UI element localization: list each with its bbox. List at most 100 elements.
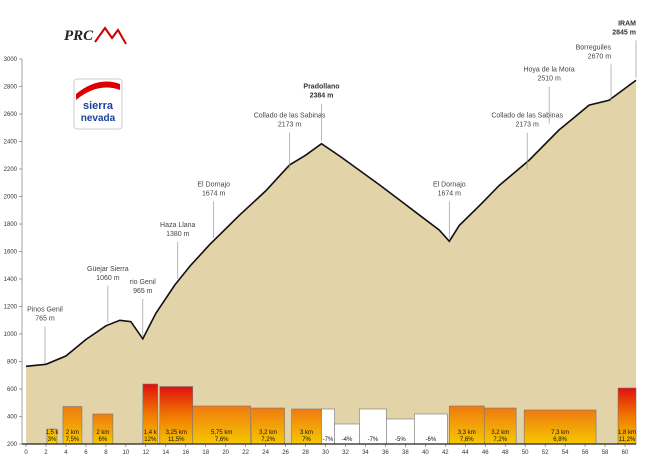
- x-tick-label: 12: [142, 450, 149, 456]
- x-tick-label: 54: [562, 450, 569, 456]
- y-tick-label: 1600: [4, 250, 18, 256]
- segment-gradient: 7,5%: [66, 437, 80, 443]
- y-tick-label: 3000: [4, 57, 18, 63]
- x-tick-label: 8: [104, 450, 108, 456]
- x-tick-label: 30: [322, 450, 329, 456]
- place-elevation: 1674 m: [438, 190, 462, 197]
- place-name: Pinos Genil: [27, 306, 63, 313]
- segment-gradient: 7,6%: [215, 437, 229, 443]
- gradient-segment: [291, 408, 322, 445]
- x-tick-label: 42: [442, 450, 449, 456]
- gradient-segment: [483, 407, 517, 445]
- segment-distance: 3 km: [300, 430, 313, 436]
- place-elevation: 765 m: [35, 315, 55, 322]
- x-tick-label: 24: [262, 450, 269, 456]
- y-tick-label: 600: [7, 387, 18, 393]
- brand-mark: [94, 26, 127, 45]
- x-tick-label: 22: [242, 450, 249, 456]
- x-tick-label: 10: [122, 450, 129, 456]
- x-tick-label: 60: [622, 450, 629, 456]
- segment-distance: 3,3 km: [458, 430, 476, 436]
- segment-distance: 1,5 k: [45, 430, 59, 436]
- segment-gradient: 11,2%: [619, 437, 636, 443]
- segment-distance: 3,25 km: [166, 430, 187, 436]
- y-tick-label: 2600: [4, 112, 18, 118]
- x-tick-label: 32: [342, 450, 349, 456]
- place-name: IRAM: [618, 20, 636, 27]
- segment-gradient: 12%: [144, 437, 157, 443]
- y-tick-label: 2800: [4, 85, 18, 91]
- segment-gradient: 6%: [99, 437, 108, 443]
- place-elevation: 2173 m: [515, 122, 539, 129]
- gradient-segment: [449, 405, 485, 445]
- segment-distance: 3,2 km: [259, 430, 277, 436]
- segment-gradient: -6%: [426, 437, 437, 443]
- segment-gradient: 11,5%: [168, 437, 185, 443]
- segment-gradient: 6,8%: [553, 437, 567, 443]
- segment-distance: 3,2 km: [491, 430, 509, 436]
- x-tick-label: 50: [522, 450, 529, 456]
- place-elevation: 1674 m: [202, 190, 226, 197]
- place-elevation: 2384 m: [310, 93, 334, 100]
- place-elevation: 965 m: [133, 288, 153, 295]
- place-elevation: 2670 m: [588, 53, 612, 60]
- place-name: El Dornajo: [197, 181, 230, 188]
- y-tick-label: 2200: [4, 167, 18, 173]
- place-name: Güejar Sierra: [87, 266, 129, 273]
- x-tick-label: 46: [482, 450, 489, 456]
- x-tick-label: 58: [602, 450, 609, 456]
- gradient-segment: [523, 409, 597, 445]
- segment-gradient: -7%: [368, 437, 379, 443]
- y-tick-label: 1800: [4, 222, 18, 228]
- place-elevation: 2845 m: [612, 29, 636, 36]
- segment-gradient: 7,6%: [460, 437, 474, 443]
- place-elevation: 2173 m: [278, 122, 302, 129]
- place-elevation: 2510 m: [537, 75, 561, 82]
- resort-top: sierra: [83, 100, 114, 112]
- x-tick-label: 6: [84, 450, 88, 456]
- segment-gradient: 3%: [48, 437, 57, 443]
- y-tick-label: 800: [7, 360, 18, 366]
- segment-distance: 2 km: [96, 430, 109, 436]
- x-tick-label: 36: [382, 450, 389, 456]
- y-tick-label: 2400: [4, 140, 18, 146]
- segment-distance: 7,3 km: [551, 430, 569, 436]
- place-name: Haza Llana: [160, 222, 196, 229]
- segment-gradient: -5%: [395, 437, 406, 443]
- resort-bottom: nevada: [81, 113, 116, 124]
- place-name: Collado de las Sabinas: [491, 113, 563, 120]
- y-tick-label: 200: [7, 442, 18, 448]
- place-elevation: 1060 m: [96, 275, 120, 282]
- gradient-segment: [386, 418, 415, 445]
- x-tick-label: 44: [462, 450, 469, 456]
- y-tick-label: 1200: [4, 305, 18, 311]
- y-tick-label: 2000: [4, 195, 18, 201]
- gradient-segment: [251, 407, 285, 445]
- x-tick-label: 14: [162, 450, 169, 456]
- segment-gradient: 7%: [302, 437, 311, 443]
- y-tick-label: 1400: [4, 277, 18, 283]
- x-tick-label: 40: [422, 450, 429, 456]
- logo: PRC sierra nevada: [64, 26, 127, 130]
- segment-distance: 1,8 km: [618, 430, 636, 436]
- place-elevation: 1380 m: [166, 231, 190, 238]
- x-tick-label: 2: [44, 450, 48, 456]
- segment-gradient: 7,2%: [261, 437, 275, 443]
- profile-area: [26, 80, 636, 445]
- segment-distance: 1,4 k: [144, 430, 158, 436]
- gradient-segment: [414, 413, 448, 445]
- x-tick-label: 16: [182, 450, 189, 456]
- x-tick-label: 38: [402, 450, 409, 456]
- segment-gradient: 7,2%: [493, 437, 507, 443]
- place-name: rio Genil: [130, 279, 157, 286]
- x-tick-label: 18: [202, 450, 209, 456]
- x-tick-label: 48: [502, 450, 509, 456]
- place-name: Hoya de la Mora: [523, 66, 574, 73]
- profile-line: [25, 79, 637, 368]
- x-tick-label: 20: [222, 450, 229, 456]
- place-name: Borreguiles: [576, 44, 612, 51]
- segment-distance: 2 km: [66, 430, 79, 436]
- segment-distance: 5,75 km: [211, 430, 232, 436]
- x-tick-label: 52: [542, 450, 549, 456]
